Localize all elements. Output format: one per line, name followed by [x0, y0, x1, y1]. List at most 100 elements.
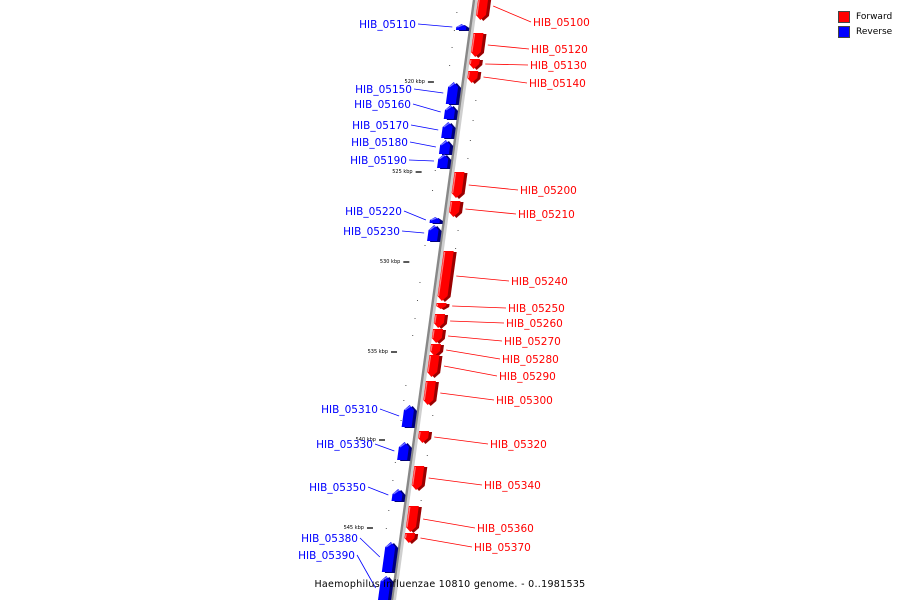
gene-label: HIB_05150: [355, 84, 412, 96]
gene-highlight: [412, 466, 416, 486]
gene-HIB_05320[interactable]: HIB_05320: [418, 431, 547, 451]
gene-label: HIB_05380: [301, 533, 358, 545]
gene-highlight: [443, 122, 450, 128]
gene-leader: [359, 537, 381, 558]
gene-highlight: [452, 172, 457, 194]
genome-caption: Haemophilus influenzae 10810 genome. - 0…: [314, 579, 586, 590]
tick-540-kbp: 540 kbp: [356, 437, 385, 443]
backbone-shadow: [392, 0, 478, 600]
gene-arrow: [430, 344, 441, 356]
gene-label: HIB_05260: [506, 318, 563, 330]
gene-HIB_05350[interactable]: HIB_05350: [309, 482, 406, 502]
guide-dot: [472, 120, 474, 121]
gene-label: HIB_05340: [484, 480, 541, 492]
gene-leader: [420, 537, 473, 548]
gene-leader: [409, 141, 436, 148]
gene-label: HIB_05160: [354, 99, 411, 111]
gene-HIB_05290[interactable]: HIB_05290: [427, 355, 556, 383]
gene-HIB_05140[interactable]: HIB_05140: [467, 71, 586, 90]
gene-HIB_05270[interactable]: HIB_05270: [431, 329, 561, 348]
gene-arrow: [429, 217, 440, 223]
gene-HIB_05120[interactable]: HIB_05120: [470, 33, 588, 58]
gene-HIB_05150[interactable]: HIB_05150: [355, 82, 462, 105]
gene-HIB_05220[interactable]: HIB_05220: [345, 206, 443, 224]
gene-HIB_05160[interactable]: HIB_05160: [354, 99, 458, 120]
gene-HIB_05190[interactable]: HIB_05190: [350, 154, 452, 169]
gene-HIB_05310[interactable]: HIB_05310: [321, 404, 417, 428]
gene-leader: [410, 124, 439, 131]
guide-dot: [405, 385, 407, 386]
legend: Forward Reverse: [838, 9, 900, 39]
tick-label: 540 kbp: [356, 437, 376, 443]
gene-HIB_05330[interactable]: HIB_05330: [316, 439, 412, 461]
gene-HIB_05380[interactable]: HIB_05380: [301, 533, 399, 573]
guide-dot: [457, 230, 459, 231]
guide-dot: [475, 100, 477, 101]
gene-highlight: [430, 344, 433, 352]
gene-highlight: [430, 217, 437, 221]
gene-HIB_05260[interactable]: HIB_05260: [433, 314, 563, 330]
gene-arrow: [401, 405, 414, 427]
guide-dot: [420, 500, 422, 501]
gene-HIB_05210[interactable]: HIB_05210: [449, 201, 575, 221]
guide-dot: [416, 300, 418, 301]
guide-dot: [434, 170, 436, 171]
gene-highlight: [469, 59, 472, 65]
gene-HIB_05340[interactable]: HIB_05340: [411, 466, 541, 492]
gene-leader: [468, 184, 519, 191]
gene-arrow: [467, 71, 479, 83]
gene-leader: [446, 349, 501, 360]
gene-highlight: [429, 225, 436, 231]
gene-HIB_05230[interactable]: HIB_05230: [343, 225, 442, 242]
guide-dot: [388, 510, 390, 511]
gene-label: HIB_05310: [321, 404, 378, 416]
gene-highlight: [434, 314, 437, 324]
guide-dot: [412, 335, 414, 336]
tick-520-kbp: 520 kbp: [405, 79, 434, 85]
gene-HIB_05360[interactable]: HIB_05360: [405, 506, 534, 535]
gene-label: HIB_05130: [530, 60, 587, 72]
tick-label: 545 kbp: [344, 525, 364, 531]
gene-HIB_05100[interactable]: HIB_05100: [475, 0, 590, 29]
gene-HIB_05280[interactable]: HIB_05280: [430, 344, 559, 366]
gene-leader: [367, 486, 389, 496]
gene-label: HIB_05170: [352, 120, 409, 132]
gene-HIB_05250[interactable]: HIB_05250: [436, 303, 565, 315]
gene-HIB_05130[interactable]: HIB_05130: [469, 59, 587, 72]
gene-leader: [379, 408, 400, 417]
gene-highlight: [432, 329, 435, 339]
gene-highlight: [381, 576, 388, 582]
gene-HIB_05110[interactable]: HIB_05110: [359, 19, 470, 31]
gene-highlight: [437, 251, 446, 297]
gene-HIB_05200[interactable]: HIB_05200: [451, 172, 577, 199]
gene-arrow: [427, 225, 439, 241]
gene-HIB_05240[interactable]: HIB_05240: [437, 251, 568, 302]
gene-leader: [450, 320, 505, 324]
gene-HIB_05370[interactable]: HIB_05370: [404, 533, 531, 554]
gene-highlight: [449, 201, 453, 213]
gene-leader: [428, 477, 483, 486]
gene-HIB_05300[interactable]: HIB_05300: [423, 381, 553, 407]
gene-arrow: [437, 251, 454, 301]
gene-leader: [443, 365, 498, 377]
gene-leader: [403, 210, 427, 221]
gene-leader: [493, 5, 532, 23]
gene-highlight: [467, 71, 470, 79]
gene-label: HIB_05250: [508, 303, 565, 315]
gene-arrow: [438, 140, 451, 154]
gene-arrow: [381, 542, 396, 572]
gene-HIB_05180[interactable]: HIB_05180: [351, 137, 454, 155]
gene-HIB_05170[interactable]: HIB_05170: [352, 120, 456, 139]
gene-highlight: [445, 105, 452, 111]
guide-dot: [467, 158, 469, 159]
gene-highlight: [406, 506, 411, 528]
gene-arrow: [437, 154, 449, 168]
guide-dot: [403, 400, 405, 401]
gene-label: HIB_05350: [309, 482, 366, 494]
gene-HIB_05390[interactable]: HIB_05390: [298, 550, 394, 600]
guide-dot: [432, 190, 434, 191]
gene-label: HIB_05300: [496, 395, 553, 407]
gene-arrow: [469, 59, 480, 69]
gene-arrow: [377, 576, 391, 600]
gene-highlight: [404, 405, 411, 411]
